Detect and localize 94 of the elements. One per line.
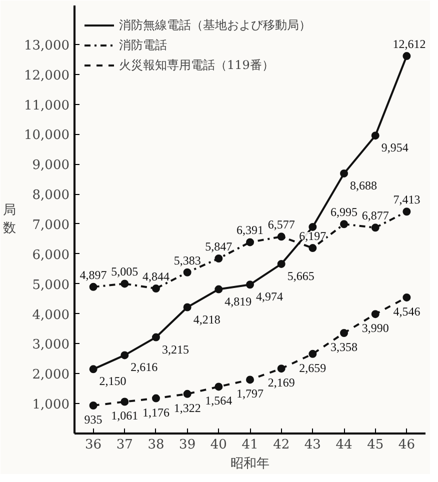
point [308, 244, 317, 252]
y-tick-label: 7,000 [32, 218, 70, 233]
y-tick-label: 10,000 [24, 128, 70, 144]
data-label: 4,218 [193, 312, 220, 326]
data-label: 3,215 [162, 342, 189, 356]
data-label: 5,847 [205, 240, 232, 254]
data-label: 1,176 [142, 405, 170, 420]
point [214, 382, 223, 391]
point [308, 350, 317, 358]
x-tick-label: 44 [336, 438, 352, 452]
x-tick-label: 43 [304, 438, 321, 452]
point [120, 280, 129, 288]
x-tick-label: 37 [116, 438, 133, 452]
x-tick-label: 45 [367, 438, 384, 452]
point [152, 394, 160, 402]
point [402, 52, 411, 60]
y-axis-title: 局数 [3, 203, 16, 236]
legend-label: 消防電話 [119, 36, 167, 54]
point [214, 285, 223, 294]
point [183, 268, 192, 276]
data-label: 2,150 [99, 374, 126, 388]
legend-label: 消防無線電話（基地および移動局） [119, 16, 311, 34]
y-tick-label: 3,000 [32, 338, 70, 353]
point [183, 303, 192, 312]
data-label: 6,577 [268, 218, 295, 232]
point [340, 220, 348, 228]
y-tick-label: 2,000 [32, 368, 70, 383]
data-label: 2,659 [299, 360, 326, 375]
y-tick-label: 13,000 [24, 38, 70, 54]
x-tick-label: 41 [242, 438, 258, 452]
y-tick-label: 4,000 [32, 308, 70, 323]
data-label: 4,897 [80, 268, 107, 282]
data-label: 5,383 [174, 253, 201, 268]
data-label: 4,974 [256, 290, 283, 304]
data-label: 1,322 [174, 400, 201, 415]
point [402, 208, 411, 216]
point [214, 254, 223, 262]
data-label: 5,665 [287, 268, 314, 283]
data-label: 6,391 [236, 223, 264, 238]
point [246, 238, 254, 246]
point [246, 376, 254, 384]
x-tick-label: 46 [398, 438, 415, 452]
point [340, 169, 348, 178]
point [89, 282, 98, 291]
data-label: 2,169 [268, 376, 295, 390]
y-tick-label: 11,000 [24, 98, 70, 114]
data-label: 5,005 [111, 264, 138, 279]
point [371, 132, 380, 140]
y-tick-label: 1,000 [32, 398, 70, 413]
data-label: 6,877 [362, 208, 389, 223]
point [371, 310, 380, 318]
data-label: 935 [84, 412, 102, 427]
point [89, 365, 98, 374]
point [246, 280, 254, 289]
data-label: 9,954 [381, 140, 408, 155]
point [152, 284, 160, 293]
point [371, 224, 380, 232]
data-label: 3,990 [362, 321, 389, 336]
y-tick-label: 5,000 [32, 278, 70, 293]
point [152, 333, 160, 342]
x-axis-title: 昭和年 [230, 456, 270, 472]
y-tick-label: 9,000 [32, 158, 70, 174]
data-label: 6,197 [299, 229, 326, 244]
x-tick-label: 40 [210, 438, 227, 452]
data-label: 8,688 [350, 178, 378, 192]
point [183, 390, 192, 398]
point [277, 260, 286, 268]
data-label: 4,546 [393, 304, 420, 318]
data-label: 12,612 [392, 37, 426, 52]
x-tick-label: 42 [273, 438, 290, 452]
point [308, 222, 317, 231]
point [277, 232, 286, 241]
legend-label: 火災報知専用電話（119番） [119, 56, 274, 74]
y-tick-label: 8,000 [32, 188, 70, 204]
point [120, 351, 129, 360]
data-label: 4,819 [224, 294, 252, 308]
data-label: 4,844 [142, 270, 170, 284]
data-label: 7,413 [393, 192, 420, 207]
point [340, 329, 348, 337]
x-tick-label: 38 [148, 438, 164, 452]
point [402, 293, 411, 302]
data-label: 2,616 [130, 360, 158, 374]
data-label: 3,358 [330, 340, 358, 354]
point [120, 398, 129, 406]
data-label: 1,564 [205, 394, 232, 408]
point [277, 364, 286, 373]
data-label: 6,995 [330, 205, 358, 220]
y-tick-label: 12,000 [24, 68, 70, 84]
x-tick-label: 36 [85, 438, 102, 452]
data-label: 1,797 [236, 386, 264, 401]
x-tick-label: 39 [179, 438, 196, 452]
data-label: 1,061 [111, 408, 138, 423]
point [89, 402, 98, 410]
y-tick-label: 6,000 [32, 248, 70, 263]
